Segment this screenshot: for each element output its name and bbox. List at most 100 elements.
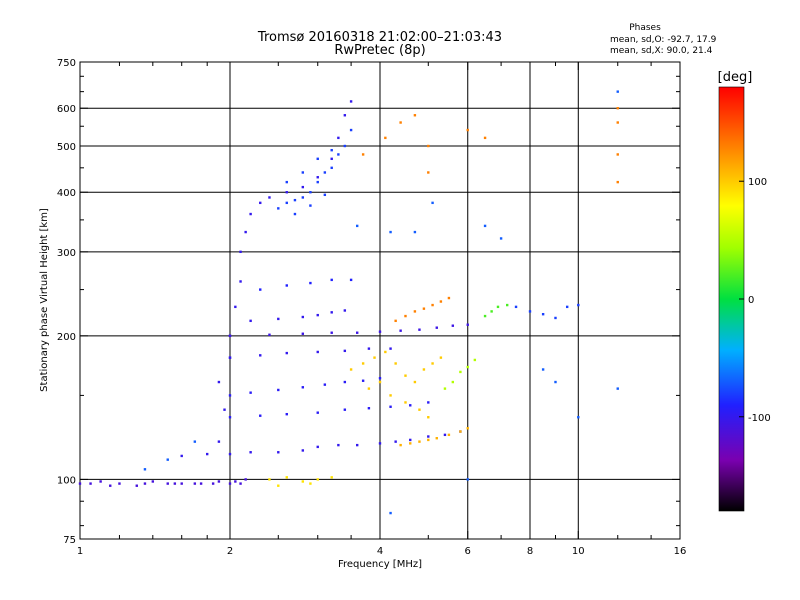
data-point — [427, 144, 430, 148]
data-point — [301, 185, 305, 189]
x-tick-label: 10 — [572, 546, 585, 557]
data-point — [337, 443, 340, 447]
data-point — [427, 171, 430, 174]
data-point — [285, 476, 288, 479]
data-point — [166, 458, 169, 461]
data-point — [490, 310, 493, 313]
x-tick-label: 6 — [465, 546, 471, 557]
chart-title: Tromsø 20160318 21:02:00–21:03:43 — [257, 30, 502, 45]
data-point — [180, 454, 183, 458]
data-point — [435, 326, 438, 329]
y-tick-label: 300 — [57, 248, 76, 259]
y-tick-label: 100 — [57, 475, 76, 486]
data-point — [483, 314, 487, 318]
data-point — [409, 442, 412, 445]
data-point — [413, 230, 417, 234]
data-point — [193, 482, 197, 485]
data-point — [244, 230, 247, 234]
data-point — [367, 347, 371, 350]
data-point — [268, 196, 271, 199]
data-point — [367, 407, 371, 410]
data-point — [565, 305, 569, 309]
x-tick-label: 1 — [77, 546, 83, 557]
data-point — [244, 478, 247, 481]
colorbar-ticks: 100 0 -100 — [739, 177, 771, 424]
data-point — [389, 347, 392, 350]
data-point — [309, 204, 312, 207]
data-point — [389, 405, 392, 408]
data-point — [422, 368, 426, 371]
data-point — [323, 193, 327, 197]
data-point — [413, 114, 417, 117]
data-point — [466, 128, 469, 132]
data-point — [337, 153, 340, 156]
data-point — [514, 305, 518, 309]
data-point — [330, 148, 333, 152]
data-point — [378, 380, 382, 384]
data-point — [399, 443, 402, 447]
data-point — [249, 319, 252, 323]
data-point — [427, 438, 430, 442]
data-point — [249, 451, 252, 454]
data-point — [361, 153, 365, 156]
data-point — [259, 288, 262, 291]
data-point — [577, 303, 580, 307]
data-point — [259, 201, 262, 205]
data-point — [293, 212, 297, 216]
y-tick-label: 75 — [63, 535, 76, 546]
data-point — [277, 207, 280, 210]
data-point — [330, 278, 333, 282]
chart-subtitle: RwPretec (8p) — [334, 43, 425, 58]
data-point — [309, 191, 312, 194]
data-point — [330, 476, 333, 479]
data-point — [447, 296, 451, 300]
data-point — [378, 376, 382, 380]
data-point — [466, 478, 469, 481]
data-point — [228, 482, 232, 485]
data-point — [316, 478, 319, 481]
data-point — [431, 201, 434, 205]
data-point — [293, 198, 297, 202]
y-tick-label: 600 — [57, 104, 76, 115]
data-point — [384, 350, 387, 354]
data-point — [249, 391, 252, 394]
data-point — [466, 365, 469, 369]
data-point — [193, 440, 197, 443]
data-points — [78, 90, 619, 515]
data-point — [418, 440, 421, 443]
x-axis-label: Frequency [MHz] — [338, 559, 422, 570]
data-point — [228, 452, 232, 456]
data-point — [228, 416, 232, 419]
data-point — [301, 480, 305, 483]
data-point — [427, 401, 430, 404]
data-point — [435, 437, 438, 440]
data-point — [466, 427, 469, 430]
data-point — [316, 176, 319, 179]
data-point — [199, 482, 203, 485]
data-point — [301, 332, 305, 335]
data-point — [268, 478, 271, 481]
data-point — [427, 435, 430, 438]
data-point — [577, 416, 580, 419]
data-point — [239, 250, 242, 254]
phases-annotation-o: mean, sd,O: -92.7, 17.9 — [610, 35, 717, 45]
data-point — [349, 368, 353, 371]
data-point — [78, 482, 82, 485]
data-point — [427, 416, 430, 419]
y-tick-label: 400 — [57, 188, 76, 199]
colorbar-tick-label: 0 — [748, 295, 754, 306]
data-point — [418, 408, 421, 411]
data-point — [616, 90, 619, 93]
data-point — [259, 354, 262, 357]
data-point — [285, 351, 288, 355]
data-point — [554, 316, 557, 320]
y-tick-label: 500 — [57, 142, 76, 153]
x-tick-label: 8 — [527, 546, 533, 557]
data-point — [447, 433, 451, 437]
data-point — [309, 281, 312, 285]
data-point — [301, 386, 305, 389]
data-point — [343, 408, 347, 411]
data-point — [301, 449, 305, 452]
data-point — [173, 482, 177, 485]
